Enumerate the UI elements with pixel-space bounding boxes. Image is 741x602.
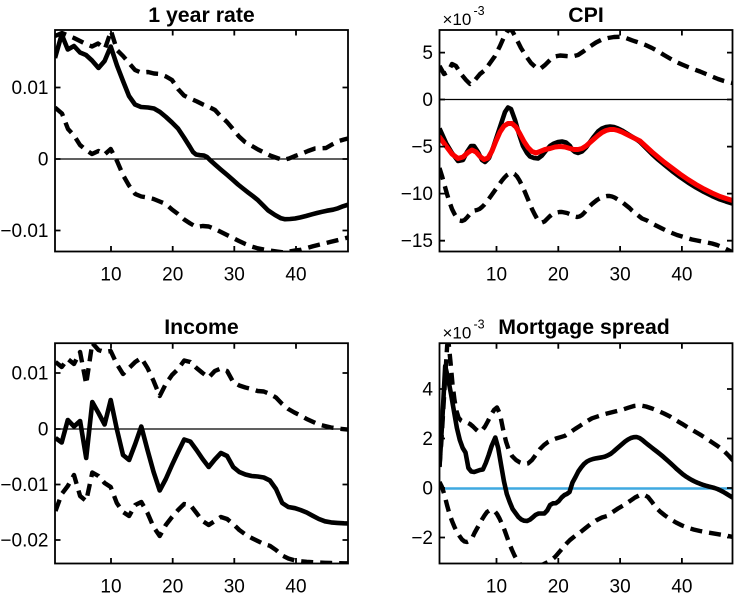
svg-text:−2: −2: [411, 528, 433, 549]
svg-text:30: 30: [610, 265, 631, 286]
svg-text:Mortgage spread: Mortgage spread: [498, 315, 670, 339]
svg-text:×10: ×10: [443, 10, 472, 29]
svg-text:CPI: CPI: [568, 3, 604, 27]
svg-text:-3: -3: [474, 4, 485, 18]
svg-text:0.01: 0.01: [12, 364, 49, 385]
svg-text:−0.02: −0.02: [0, 531, 48, 552]
svg-text:5: 5: [422, 43, 433, 64]
svg-text:−10: −10: [401, 184, 433, 205]
svg-text:0: 0: [38, 150, 49, 171]
svg-text:−15: −15: [401, 231, 433, 252]
svg-text:10: 10: [486, 577, 507, 598]
svg-text:40: 40: [671, 577, 692, 598]
svg-text:2: 2: [422, 429, 433, 450]
svg-text:0: 0: [38, 420, 49, 441]
svg-text:10: 10: [100, 265, 121, 286]
svg-text:40: 40: [671, 265, 692, 286]
svg-text:30: 30: [610, 577, 631, 598]
svg-text:−0.01: −0.01: [0, 475, 48, 496]
svg-text:0: 0: [422, 479, 433, 500]
svg-text:0: 0: [422, 90, 433, 111]
svg-text:20: 20: [548, 265, 569, 286]
svg-text:10: 10: [100, 577, 121, 598]
svg-text:20: 20: [162, 577, 183, 598]
svg-text:30: 30: [224, 265, 245, 286]
svg-text:4: 4: [422, 380, 433, 401]
svg-text:−5: −5: [411, 137, 433, 158]
svg-text:20: 20: [162, 265, 183, 286]
svg-text:Income: Income: [164, 315, 239, 339]
svg-text:0.01: 0.01: [12, 78, 49, 99]
svg-text:1 year rate: 1 year rate: [148, 3, 255, 27]
svg-text:×10: ×10: [443, 323, 472, 342]
svg-text:20: 20: [548, 577, 569, 598]
svg-text:40: 40: [285, 265, 306, 286]
svg-text:10: 10: [486, 265, 507, 286]
svg-text:30: 30: [224, 577, 245, 598]
svg-text:−0.01: −0.01: [0, 221, 48, 242]
svg-text:-3: -3: [474, 318, 485, 332]
svg-text:40: 40: [285, 577, 306, 598]
